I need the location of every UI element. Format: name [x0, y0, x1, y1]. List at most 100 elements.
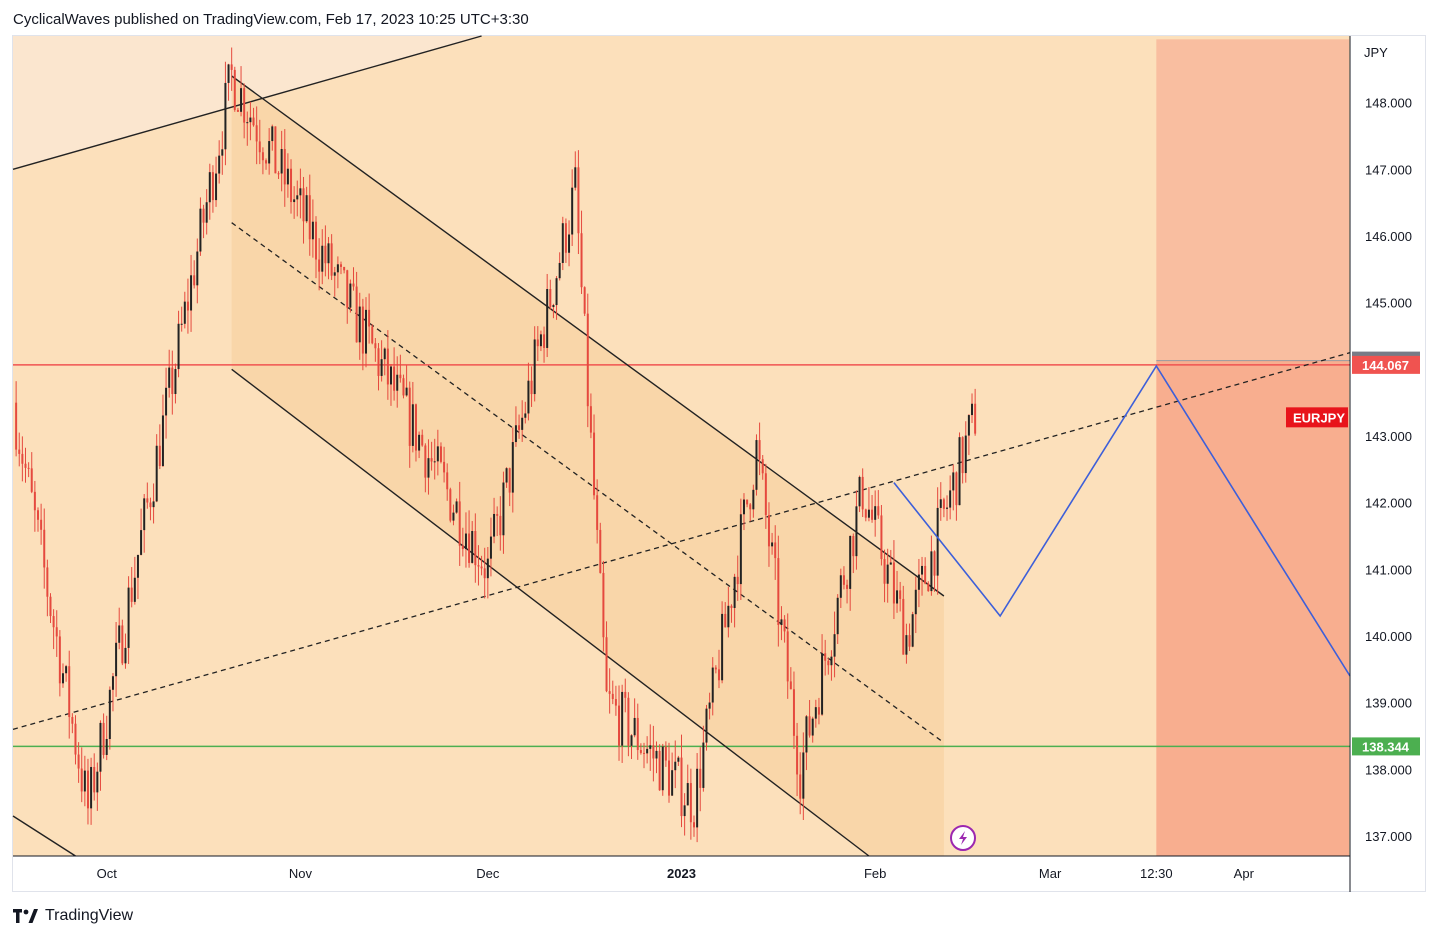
candle-body: [630, 735, 633, 746]
tradingview-brand[interactable]: TradingView: [45, 907, 134, 924]
rising-dashed-line[interactable]: [12, 352, 1351, 730]
candle-body: [799, 774, 802, 799]
time-tick-label: 12:30: [1140, 866, 1173, 881]
forecast-zone-upper: [1156, 39, 1349, 361]
candle-body: [40, 519, 43, 530]
candle-body: [330, 243, 333, 276]
price-tick-label: 138.000: [1365, 762, 1412, 777]
candle-body: [165, 387, 168, 416]
candle-body: [74, 723, 77, 755]
candle-body: [936, 507, 939, 576]
long-trendline[interactable]: [12, 35, 482, 171]
candle-body: [777, 558, 780, 626]
candle-body: [80, 768, 83, 792]
candle-body: [280, 149, 283, 174]
candle-body: [408, 387, 411, 446]
candle-body: [677, 757, 680, 762]
candle-body: [752, 489, 755, 510]
candle-body: [858, 476, 861, 507]
candle-body: [243, 88, 246, 123]
candle-body: [880, 515, 883, 560]
candle-body: [299, 188, 302, 196]
forecast-zone-target: [1156, 360, 1349, 856]
candle-body: [871, 509, 874, 520]
price-tick-label: 139.000: [1365, 696, 1412, 711]
candle-body: [155, 445, 158, 502]
publish-info: CyclicalWaves published on TradingView.c…: [13, 11, 529, 28]
price-badge-red[interactable]: [1352, 355, 1420, 374]
candle-body: [705, 708, 708, 743]
candle-body: [933, 551, 936, 576]
time-tick-label: Apr: [1234, 866, 1255, 881]
price-tick-label: 143.000: [1365, 429, 1412, 444]
candle-body: [593, 432, 596, 496]
old-trendline[interactable]: [12, 815, 76, 857]
time-tick-label: Mar: [1039, 866, 1062, 881]
channel-lower-line[interactable]: [231, 368, 870, 857]
candle-body: [268, 141, 271, 164]
candle-body: [821, 653, 824, 715]
candle-body: [902, 598, 905, 655]
candle-body: [236, 109, 239, 112]
candle-body: [149, 502, 152, 508]
candle-body: [792, 689, 795, 736]
candle-body: [246, 122, 249, 124]
candle-body: [533, 339, 536, 395]
candle-body: [652, 745, 655, 759]
candle-body: [749, 504, 752, 510]
candle-body: [618, 705, 621, 746]
candle-body: [558, 262, 561, 279]
candle-body: [315, 221, 318, 260]
candle-body: [402, 378, 405, 396]
candle-body: [742, 499, 745, 515]
candle-body: [46, 567, 49, 597]
candle-body: [771, 542, 774, 547]
candle-body: [633, 717, 636, 736]
candle-body: [621, 691, 624, 746]
candle-body: [942, 499, 945, 509]
candle-body: [186, 301, 189, 311]
candle-body: [758, 440, 761, 460]
candle-body: [224, 82, 227, 150]
candle-body: [93, 767, 96, 793]
candle-body: [274, 126, 277, 174]
candle-body: [218, 155, 221, 174]
candle-body: [614, 699, 617, 706]
candle-body: [583, 287, 586, 314]
candle-body: [668, 760, 671, 796]
candle-body: [974, 403, 977, 434]
candle-body: [739, 514, 742, 585]
candle-body: [711, 667, 714, 703]
candle-body: [599, 529, 602, 573]
candle-body: [15, 402, 18, 450]
candle-body: [333, 272, 336, 276]
forecast-path[interactable]: [893, 364, 1351, 677]
candle-body: [296, 195, 299, 200]
candle-body: [717, 669, 720, 681]
candle-body: [767, 515, 770, 547]
candle-body: [161, 415, 164, 467]
candle-body: [374, 343, 377, 349]
candle-body: [952, 472, 955, 491]
candle-body: [964, 435, 967, 474]
candle-body: [783, 619, 786, 632]
candle-body: [864, 509, 867, 518]
symbol-badge-text: EURJPY: [1293, 410, 1345, 425]
candle-body: [86, 770, 89, 809]
candle-body: [124, 647, 127, 664]
symbol-badge[interactable]: [1286, 407, 1348, 428]
candle-body: [624, 691, 627, 698]
candle-body: [230, 64, 233, 70]
candle-body: [33, 491, 36, 511]
candle-body: [130, 587, 133, 602]
price-chart[interactable]: JPY 148.000 147.000 146.000 145.000 143.000 14…: [0, 0, 1440, 900]
candle-body: [396, 374, 399, 391]
candle-body: [961, 437, 964, 474]
candle-body: [505, 468, 508, 483]
candle-body: [399, 374, 402, 379]
price-badge-green[interactable]: [1352, 737, 1420, 756]
candle-body: [502, 482, 505, 536]
tradingview-logo-icon[interactable]: [13, 908, 39, 924]
candle-body: [811, 718, 814, 736]
candle-body: [55, 627, 58, 637]
